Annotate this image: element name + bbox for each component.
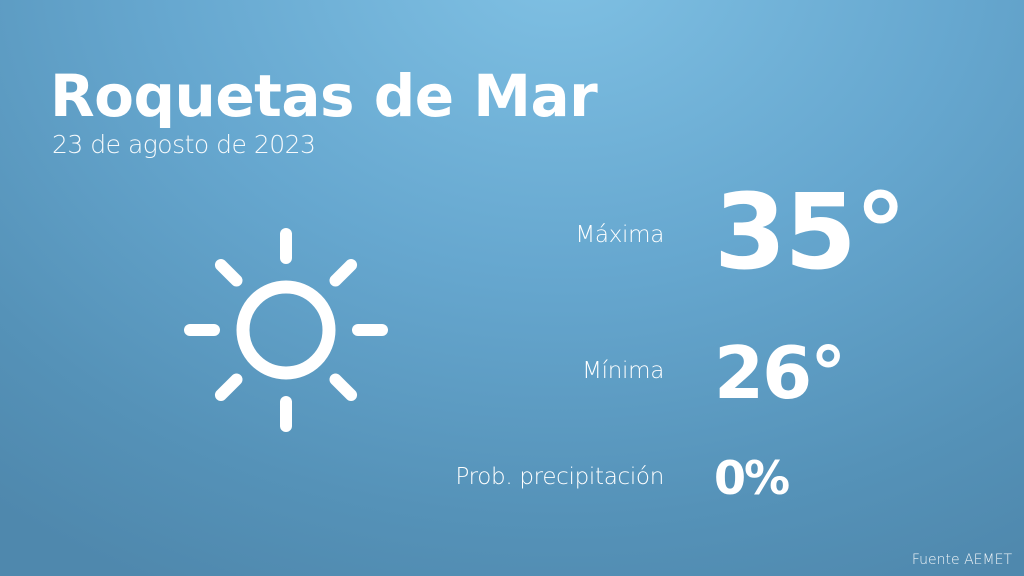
sun-ray <box>329 373 358 402</box>
sun-ray <box>214 258 243 287</box>
precip-label: Prob. precipitación <box>455 464 664 490</box>
sun-ray <box>214 373 243 402</box>
source-credit: Fuente AEMET <box>911 552 1012 568</box>
sun-icon <box>184 228 388 432</box>
city-title: Roquetas de Mar <box>50 62 598 130</box>
max-temp-label: Máxima <box>575 222 664 248</box>
sun-ray <box>329 258 358 287</box>
precip-value: 0% <box>714 451 790 505</box>
min-temp-value: 26° <box>714 331 846 415</box>
forecast-date: 23 de agosto de 2023 <box>52 130 316 159</box>
max-temp-value: 35° <box>714 171 907 293</box>
min-temp-label: Mínima <box>582 358 664 384</box>
